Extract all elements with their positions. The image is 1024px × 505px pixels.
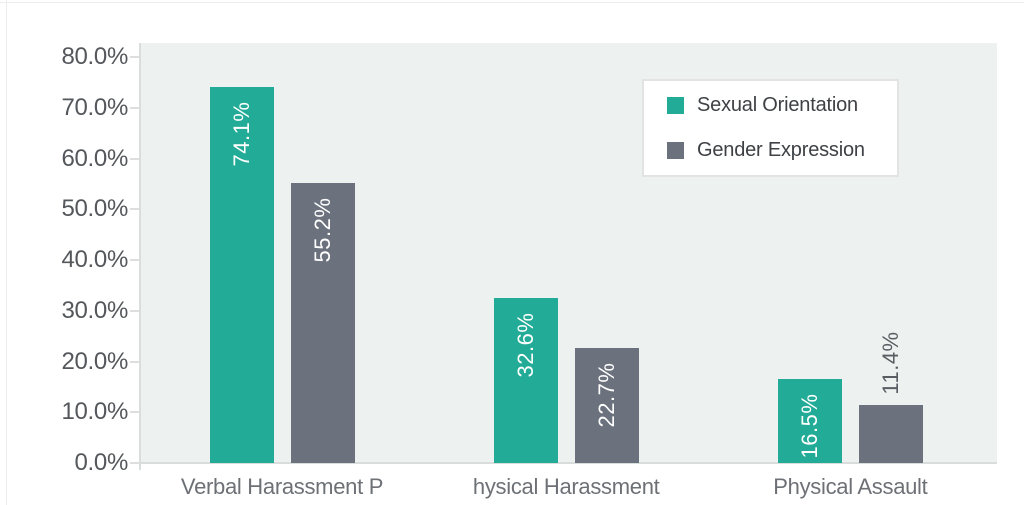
y-axis-label: 80.0%: [61, 43, 128, 70]
legend-item-gender-expression[interactable]: Gender Expression: [667, 139, 897, 162]
y-axis-label: 50.0%: [61, 195, 128, 223]
y-axis-tick: [130, 411, 139, 414]
legend-item-label: Sexual Orientation: [697, 94, 858, 116]
y-axis-label: 20.0%: [61, 347, 128, 375]
bar-value-label: 55.2%: [309, 197, 335, 263]
y-axis-line: [139, 43, 141, 470]
y-axis-label: 60.0%: [61, 144, 128, 172]
bar-sexual-orientation[interactable]: [493, 297, 558, 463]
y-axis-tick: [130, 462, 139, 464]
bar-gender-expression[interactable]: [574, 347, 639, 463]
y-axis-label: 30.0%: [61, 296, 128, 324]
y-axis-tick: [130, 360, 139, 363]
x-axis-label: Physical Assault: [773, 474, 928, 499]
legend-item-sexual-orientation[interactable]: Sexual Orientation: [667, 94, 897, 117]
y-axis-tick: [130, 259, 139, 261]
y-axis-label: 70.0%: [61, 93, 128, 121]
widget-border-top: [0, 2, 1024, 3]
y-axis-label: 40.0%: [61, 246, 128, 273]
bar-gender-expression[interactable]: [290, 182, 355, 463]
widget-border-left: [6, 0, 7, 505]
x-axis-label: hysical Harassment: [472, 474, 660, 499]
x-axis-label: Verbal Harassment P: [180, 474, 384, 499]
y-axis-tick: [130, 208, 139, 211]
legend-item-label: Gender Expression: [697, 139, 865, 161]
bar-gender-expression[interactable]: [858, 405, 923, 463]
bar-value-label: 32.6%: [512, 312, 538, 377]
bar-sexual-orientation[interactable]: [777, 379, 842, 463]
bar-sexual-orientation[interactable]: [209, 86, 274, 463]
y-axis-tick: [130, 106, 139, 109]
x-axis-line: [133, 462, 997, 464]
bar-value-label: 16.5%: [796, 393, 822, 459]
legend: Sexual Orientation Gender Expression: [642, 79, 899, 177]
bar-value-label: 74.1%: [228, 101, 254, 167]
bar-value-label: 11.4%: [877, 331, 903, 395]
legend-swatch-icon: [667, 142, 684, 159]
y-axis-label: 10.0%: [61, 398, 128, 426]
y-axis-tick: [130, 56, 139, 58]
legend-swatch-icon: [667, 97, 684, 114]
bar-value-label: 22.7%: [593, 362, 619, 428]
y-axis-tick: [130, 309, 139, 312]
y-axis-label: 0.0%: [74, 449, 128, 476]
y-axis-tick: [130, 157, 139, 160]
